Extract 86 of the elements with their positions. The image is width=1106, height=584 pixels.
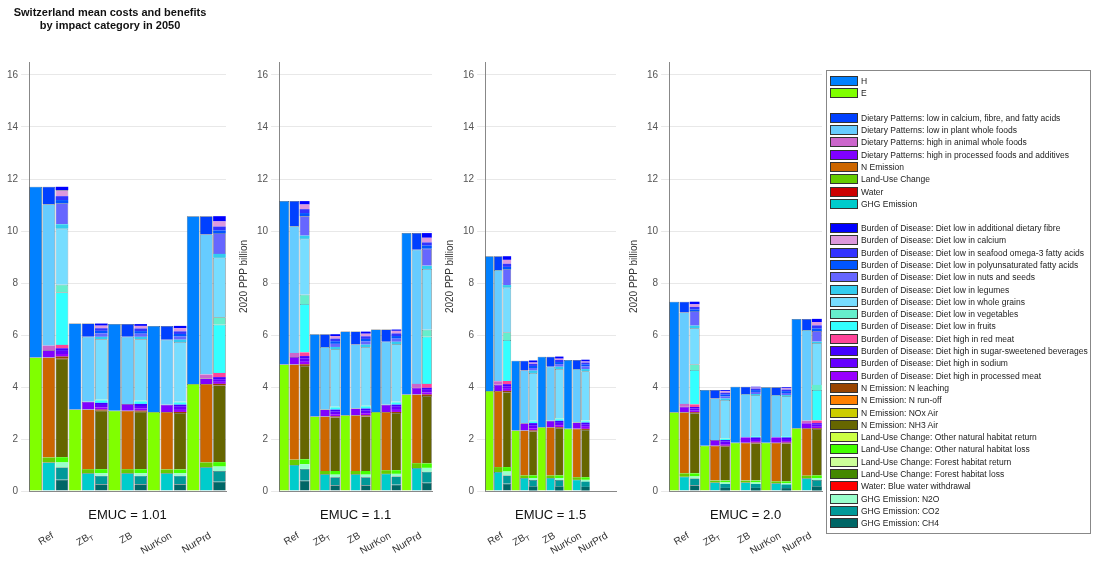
y-tick-label: 10: [7, 224, 19, 236]
y-tick-label: 14: [647, 120, 659, 132]
legend-label: Land-Use Change: [861, 174, 930, 185]
text: EMUC = 1.01: [88, 506, 167, 522]
y-tick-label: 4: [262, 380, 269, 392]
text: EMUC = 1.1: [319, 506, 392, 522]
legend-label: N Emission: NH3 Air: [861, 419, 938, 430]
legend-label: Burden of Disease: Diet high in processed meat: [861, 370, 1042, 381]
legend-label: N Emission: NOx Air: [861, 407, 938, 418]
legend-label: Burden of Disease: Diet high in sugar-sweetened beverages: [861, 346, 1088, 357]
y-tick-label: 6: [652, 328, 659, 340]
legend-label: GHG Emission: CH4: [861, 518, 939, 529]
x-tick-label: ZB: [117, 529, 135, 546]
legend-label: Dietary Patterns: low in calcium, fibre, and fatty acids: [861, 112, 1061, 123]
legend-label: Dietary Patterns: low in plant whole foods: [861, 125, 1017, 136]
legend-label: N Emission: [861, 161, 904, 172]
legend-label: Burden of Disease: Diet low in vegetables: [861, 309, 1019, 320]
y-tick-label: 2: [652, 432, 659, 444]
legend-label: Dietary Patterns: high in processed foods and additives: [861, 149, 1069, 160]
legend-label: Water: Blue water withdrawal: [861, 481, 971, 492]
y-tick-label: 10: [463, 224, 475, 236]
y-tick-label: 14: [7, 120, 19, 132]
legend-label: Burden of Disease: Diet low in polyunsaturated fatty acids: [861, 260, 1079, 270]
y-tick-label: 12: [7, 172, 19, 184]
y-tick-label: 0: [12, 484, 19, 496]
y-tick-label: 4: [468, 380, 475, 392]
x-tick-label: ZB: [735, 529, 753, 546]
y-tick-label: 8: [12, 276, 19, 288]
legend-label: Land-Use Change: Forest habitat loss: [861, 469, 1005, 480]
y-tick-label: 14: [463, 120, 475, 132]
legend-label: Burden of Disease: Diet low in seafood omega-3 fatty acids: [861, 247, 1085, 258]
y-tick-label: 4: [12, 380, 19, 392]
y-tick-label: 8: [262, 276, 269, 288]
x-tick-label: Ref: [36, 529, 56, 547]
y-tick-label: 16: [647, 68, 659, 80]
y-tick-label: 6: [12, 328, 19, 340]
y-tick-label: 0: [262, 484, 269, 496]
y-tick-label: 2: [468, 432, 475, 444]
legend-label: Burden of Disease: Diet low in nuts and seeds: [861, 272, 1035, 283]
y-tick-label: 8: [652, 276, 659, 288]
y-tick-label: 8: [468, 276, 475, 288]
y-tick-label: 6: [262, 328, 269, 340]
x-tick-label: Ref: [281, 529, 301, 547]
chart-title: Switzerland mean costs and benefits by impact category in 2050: [12, 6, 208, 32]
y-tick-label: 6: [468, 328, 475, 340]
y-tick-label: 0: [468, 484, 475, 496]
y-tick-label: 16: [7, 68, 19, 80]
legend-label: Land-Use Change: Forest habitat return: [861, 456, 1012, 467]
y-axis-title: 2020 PPP billion: [443, 239, 455, 314]
legend-label: Burden of Disease: Diet low in legumes: [861, 284, 1010, 295]
y-tick-label: 2: [12, 432, 19, 444]
y-tick-label: 12: [647, 172, 659, 184]
legend-label: GHG Emission: N2O: [861, 493, 940, 504]
y-tick-label: 16: [257, 68, 269, 80]
legend-label: N Emission: N leaching: [861, 382, 949, 393]
x-tick-label: Ref: [671, 529, 691, 547]
legend-label: Burden of Disease: Diet high in red meat: [861, 333, 1015, 344]
y-tick-label: 14: [257, 120, 269, 132]
y-tick-label: 10: [257, 224, 269, 236]
y-tick-label: 4: [652, 380, 659, 392]
legend-label: Land-Use Change: Other natural habitat loss: [861, 444, 1030, 455]
legend-label: H: [861, 76, 868, 87]
legend-label: Burden of Disease: Diet low in fruits: [861, 321, 996, 332]
x-tick-label: Ref: [485, 529, 505, 547]
y-tick-label: 12: [463, 172, 475, 184]
legend-label: N Emission: N run-off: [861, 395, 942, 406]
y-tick-label: 10: [647, 224, 659, 236]
y-tick-label: 0: [652, 484, 659, 496]
legend-label: Burden of Disease: Diet low in additional dietary fibre: [861, 223, 1061, 234]
legend-label: Burden of Disease: Diet low in calcium: [861, 235, 1007, 246]
x-tick-label: ZB: [345, 529, 363, 546]
legend-label: E: [861, 88, 867, 99]
legend-label: Water: [861, 186, 884, 197]
legend-label: Burden of Disease: Diet low in whole grains: [861, 296, 1025, 307]
legend-label: Land-Use Change: Other natural habitat return: [861, 432, 1037, 443]
y-axis-title: 2020 PPP billion: [627, 239, 639, 314]
y-tick-label: 16: [463, 68, 475, 80]
text: EMUC = 1.5: [514, 506, 587, 522]
y-axis-title: 2020 PPP billion: [237, 239, 249, 314]
legend-label: Dietary Patterns: high in animal whole foods: [861, 137, 1027, 148]
legend-label: GHG Emission: [861, 198, 918, 209]
y-tick-label: 2: [262, 432, 269, 444]
text: EMUC = 2.0: [709, 506, 782, 522]
legend-label: Burden of Disease: Diet high in sodium: [861, 358, 1008, 369]
legend-label: GHG Emission: CO2: [861, 505, 940, 516]
y-tick-label: 12: [257, 172, 269, 184]
